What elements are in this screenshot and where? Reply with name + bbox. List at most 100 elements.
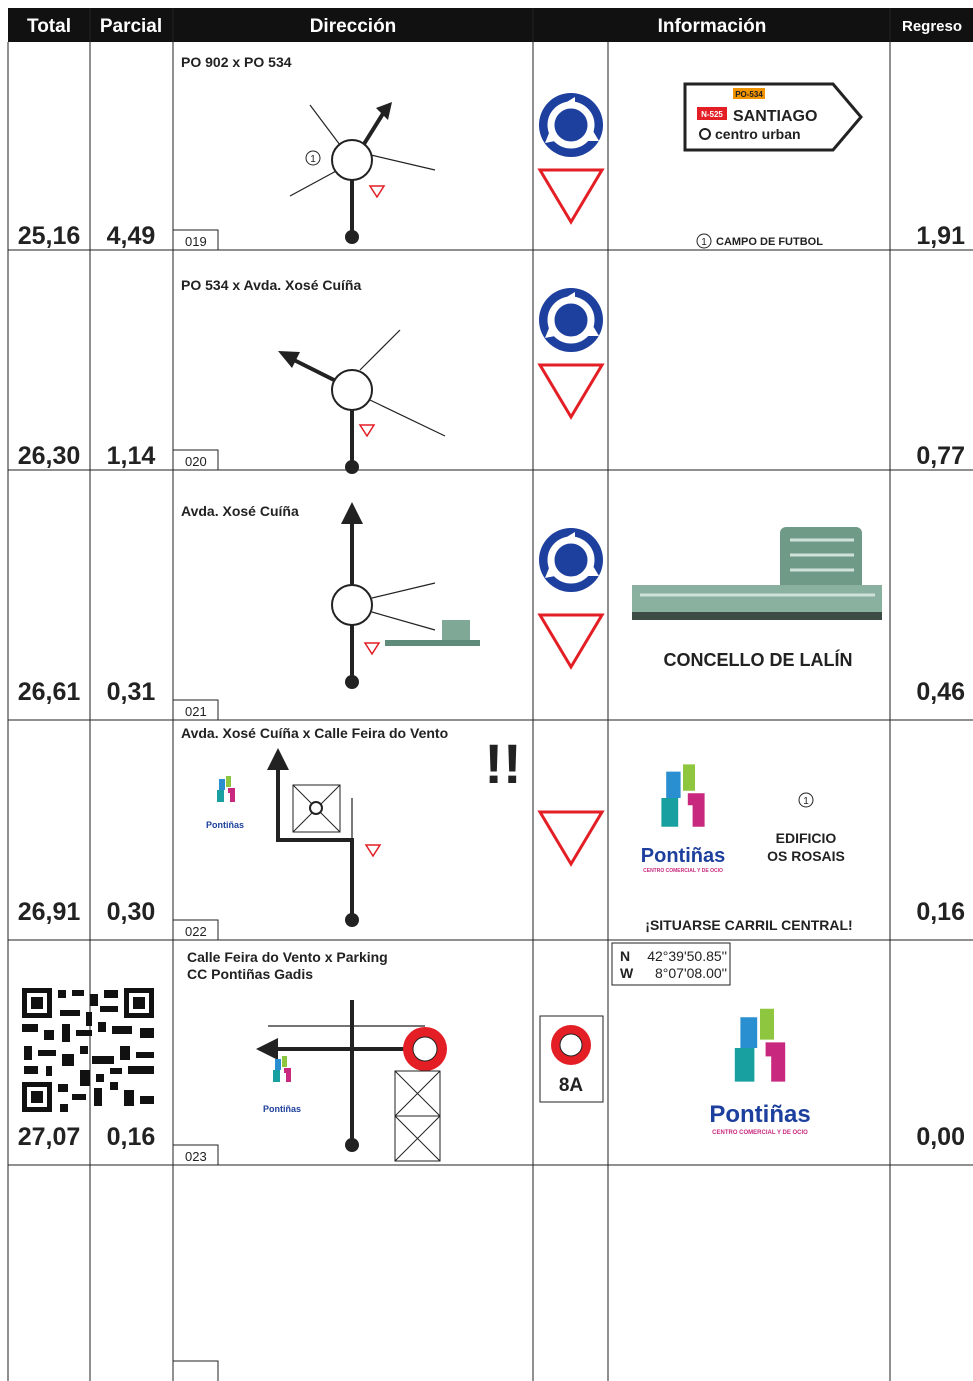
graphic	[345, 230, 359, 244]
direction-sign: PO-534 N-525 SANTIAGO centro urban	[683, 82, 863, 152]
marker: 1	[803, 796, 809, 807]
graphic	[273, 1056, 291, 1082]
graphic	[22, 990, 154, 1112]
graphic	[611, 942, 731, 986]
total: 25,16	[18, 222, 81, 250]
header-total: Total	[27, 16, 71, 37]
graphic	[442, 620, 470, 640]
graphic	[376, 102, 392, 120]
graphic	[369, 185, 385, 198]
graphic	[293, 358, 354, 467]
destination-sub: centro urban	[715, 126, 801, 142]
graphic	[359, 424, 375, 437]
building-photo	[632, 527, 882, 620]
intersection-diagram: Pontiñas	[256, 1000, 447, 1162]
graphic	[350, 110, 386, 237]
logo-name: Pontiñas	[709, 1101, 810, 1128]
graphic	[539, 528, 603, 592]
marker: 1	[310, 154, 316, 165]
graphic	[632, 585, 882, 615]
graphic	[256, 1038, 278, 1060]
graphic	[733, 88, 765, 99]
direction: Avda. Xosé Cuíña	[181, 503, 299, 519]
graphic	[683, 82, 863, 152]
header-dividers	[89, 8, 891, 42]
graphic	[371, 582, 436, 599]
direction: PO 902 x PO 534	[181, 54, 292, 70]
graphic	[172, 449, 219, 470]
graphic	[309, 801, 323, 815]
graphic	[539, 93, 603, 157]
logo-name: Pontiñas	[263, 1104, 301, 1114]
header-partial: Parcial	[100, 16, 162, 37]
road-ref: N-525	[701, 110, 723, 119]
info-text: CONCELLO DE LALÍN	[664, 649, 853, 670]
box-number	[172, 1360, 219, 1381]
graphic	[345, 913, 359, 927]
info-text: OS ROSAIS	[767, 848, 845, 864]
graphic	[539, 288, 603, 352]
box-number: 020	[185, 454, 207, 469]
destination: SANTIAGO	[733, 108, 817, 125]
graphic	[538, 168, 604, 224]
direction: Avda. Xosé Cuíña x Calle Feira do Vento	[181, 725, 448, 741]
graphic	[369, 399, 446, 437]
logo-name: Pontiñas	[206, 820, 244, 830]
logo-tagline: CENTRO COMERCIAL Y DE OCIO	[643, 868, 723, 874]
graphic	[394, 1070, 441, 1117]
partial: 0,16	[107, 1123, 156, 1151]
marker: 1	[701, 237, 707, 248]
total: 27,07	[18, 1123, 81, 1151]
lon-label: W	[620, 965, 634, 981]
graphic	[305, 150, 321, 166]
graphic	[697, 107, 727, 120]
graphic	[133, 997, 145, 1009]
partial: 1,14	[107, 442, 156, 470]
graphic	[31, 1091, 43, 1103]
box-number: 019	[185, 234, 207, 249]
warning: !!	[484, 732, 521, 795]
partial: 4,49	[107, 222, 156, 250]
graphic	[632, 612, 882, 620]
graphic	[798, 792, 814, 808]
box-number: 022	[185, 924, 207, 939]
graphic	[345, 460, 359, 474]
sign-label: 8A	[559, 1075, 584, 1096]
coordinates: N 42°39'50.85'' W 8°07'08.00''	[611, 942, 731, 986]
graphic	[365, 844, 381, 857]
return: 0,16	[916, 898, 965, 926]
direction: PO 534 x Avda. Xosé Cuíña	[181, 277, 361, 293]
graphic	[345, 675, 359, 689]
graphic	[172, 919, 219, 940]
graphic	[661, 764, 705, 827]
total: 26,91	[18, 898, 81, 926]
graphic	[364, 642, 380, 655]
direction: Calle Feira do Vento x Parking	[187, 949, 388, 965]
graphic	[370, 154, 436, 171]
graphic	[385, 640, 480, 646]
logo-tagline: CENTRO COMERCIAL Y DE OCIO	[712, 1130, 808, 1136]
graphic	[289, 169, 339, 197]
return: 0,00	[916, 1123, 965, 1151]
graphic	[359, 329, 401, 371]
graphic	[172, 229, 219, 250]
graphic	[309, 104, 341, 146]
header-info: Información	[658, 16, 767, 37]
graphic	[331, 139, 373, 181]
intersection-diagram: 1	[289, 102, 436, 244]
return: 0,46	[916, 678, 965, 706]
qr-code	[22, 988, 154, 1112]
graphic	[275, 1000, 425, 1145]
graphic	[640, 538, 875, 597]
graphic	[331, 369, 373, 411]
info-note: ¡SITUARSE CARRIL CENTRAL!	[645, 917, 852, 933]
return: 0,77	[916, 442, 965, 470]
box-number: 023	[185, 1149, 207, 1164]
info-text: EDIFICIO	[776, 830, 837, 846]
total: 26,30	[18, 442, 81, 470]
graphic	[341, 502, 363, 524]
graphic	[538, 363, 604, 419]
header-direction: Dirección	[310, 16, 397, 37]
graphic	[31, 997, 43, 1009]
graphic	[345, 1138, 359, 1152]
